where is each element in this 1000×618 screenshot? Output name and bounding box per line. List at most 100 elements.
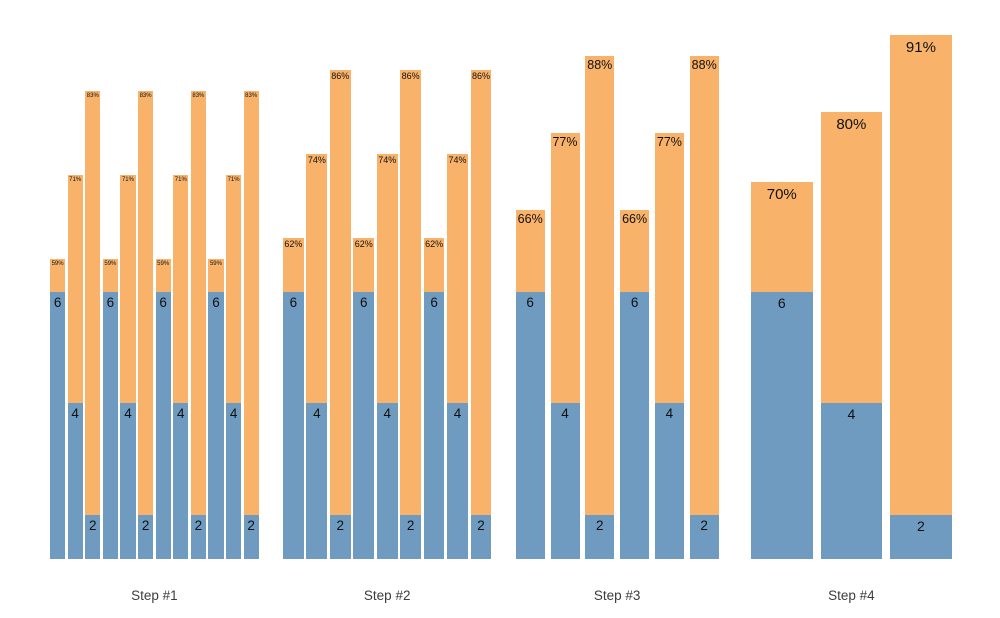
bar-pct-label: 66% (517, 211, 543, 226)
bar-3-2: 88% 2 (689, 55, 719, 559)
bar-orange-segment: 80% (820, 111, 883, 403)
bar-orange-segment: 70% (751, 181, 813, 292)
bar-value-label: 6 (289, 294, 298, 310)
bar-orange-segment: 59% (155, 258, 171, 292)
bar-1-4: 71% 4 (120, 174, 136, 559)
bar-1-4: 71% 4 (173, 174, 189, 559)
bar-orange-segment: 77% (550, 132, 580, 403)
bar-4-4: 80% 4 (820, 111, 883, 559)
bar-1-4: 71% 4 (226, 174, 242, 559)
bar-pct-label: 88% (587, 57, 613, 72)
bar-orange-segment: 71% (67, 174, 83, 403)
bar-pct-label: 59% (157, 260, 170, 267)
bar-pct-label: 80% (836, 115, 867, 133)
bar-1-6: 59% 6 (102, 258, 118, 559)
bar-blue-segment: 2 (689, 514, 719, 559)
bar-blue-segment: 4 (306, 402, 328, 559)
bar-value-label: 4 (71, 405, 79, 421)
bar-blue-segment: 2 (85, 514, 101, 559)
bar-value-label: 6 (526, 294, 534, 310)
bar-pct-label: 71% (227, 176, 240, 183)
bar-value-label: 2 (596, 517, 604, 533)
bar-blue-segment: 6 (155, 291, 171, 559)
bar-3-6: 66% 6 (515, 209, 545, 559)
bar-blue-segment: 2 (890, 514, 952, 559)
bar-value-label: 6 (212, 294, 220, 310)
bar-pct-label: 66% (622, 211, 648, 226)
bar-pct-label: 59% (209, 260, 222, 267)
bar-pct-label: 62% (284, 238, 303, 249)
bar-4-2: 91% 2 (890, 34, 952, 559)
bar-value-label: 4 (313, 405, 321, 421)
bar-blue-segment: 4 (67, 402, 83, 559)
bar-blue-segment: 4 (550, 402, 580, 559)
bar-pct-label: 74% (378, 154, 397, 165)
bar-value-label: 6 (777, 294, 786, 311)
bar-value-label: 2 (477, 517, 485, 533)
bar-2-6: 62% 6 (353, 237, 375, 559)
bar-blue-segment: 2 (400, 514, 422, 559)
bar-value-label: 2 (917, 517, 925, 534)
bar-orange-segment: 59% (102, 258, 118, 292)
bar-1-6: 59% 6 (155, 258, 171, 559)
bar-1-6: 59% 6 (208, 258, 224, 559)
bar-1-6: 59% 6 (50, 258, 66, 559)
bar-3-4: 77% 4 (654, 132, 684, 559)
bar-blue-segment: 2 (585, 514, 615, 559)
bar-blue-segment: 6 (751, 291, 813, 559)
bar-pct-label: 88% (691, 57, 717, 72)
bar-orange-segment: 62% (353, 237, 375, 292)
bar-orange-segment: 83% (138, 90, 154, 515)
bar-pct-label: 74% (448, 154, 467, 165)
bar-orange-segment: 83% (243, 90, 259, 515)
bar-orange-segment: 71% (173, 174, 189, 403)
bar-blue-segment: 2 (470, 514, 492, 559)
bar-orange-segment: 86% (470, 69, 492, 515)
bar-4-6: 70% 6 (751, 181, 813, 559)
bar-orange-segment: 66% (515, 209, 545, 292)
bar-blue-segment: 4 (820, 402, 883, 559)
bar-pct-label: 71% (121, 176, 134, 183)
bar-2-2: 86% 2 (329, 69, 351, 559)
bar-value-label: 6 (106, 294, 115, 310)
bar-value-label: 2 (247, 517, 255, 533)
bar-1-4: 71% 4 (67, 174, 83, 559)
bar-blue-segment: 6 (208, 291, 224, 559)
bar-blue-segment: 6 (50, 291, 66, 559)
bar-2-4: 74% 4 (306, 153, 328, 559)
bar-1-2: 83% 2 (138, 90, 154, 559)
bar-pct-label: 77% (656, 134, 682, 149)
bar-pct-label: 77% (552, 134, 578, 149)
bar-1-2: 83% 2 (190, 90, 206, 559)
bar-pct-label: 70% (766, 185, 797, 203)
bar-pct-label: 59% (51, 260, 64, 267)
bar-pct-label: 59% (104, 260, 117, 267)
group-label-2: Step #2 (363, 588, 411, 603)
bar-pct-label: 86% (331, 70, 350, 81)
bar-value-label: 6 (630, 294, 639, 310)
bar-orange-segment: 59% (50, 258, 66, 292)
bar-orange-segment: 86% (329, 69, 351, 515)
bar-pct-label: 83% (139, 92, 152, 99)
bar-orange-segment: 66% (620, 209, 650, 292)
bar-blue-segment: 2 (329, 514, 351, 559)
bar-value-label: 6 (430, 294, 438, 310)
bar-value-label: 6 (53, 294, 62, 310)
bar-blue-segment: 6 (283, 291, 304, 559)
bar-orange-segment: 62% (283, 237, 304, 292)
bar-orange-segment: 71% (226, 174, 242, 403)
bar-orange-segment: 74% (376, 153, 398, 403)
bar-blue-segment: 6 (515, 291, 545, 559)
bar-pct-label: 86% (401, 70, 420, 81)
bar-blue-segment: 4 (654, 402, 684, 559)
bar-orange-segment: 83% (85, 90, 101, 515)
bar-orange-segment: 59% (208, 258, 224, 292)
bar-2-6: 62% 6 (283, 237, 304, 559)
bar-2-4: 74% 4 (376, 153, 398, 559)
bar-value-label: 4 (229, 405, 238, 421)
bar-orange-segment: 91% (890, 34, 952, 515)
bar-value-label: 2 (406, 517, 415, 533)
bar-blue-segment: 4 (173, 402, 189, 559)
bar-pct-label: 91% (905, 38, 936, 56)
